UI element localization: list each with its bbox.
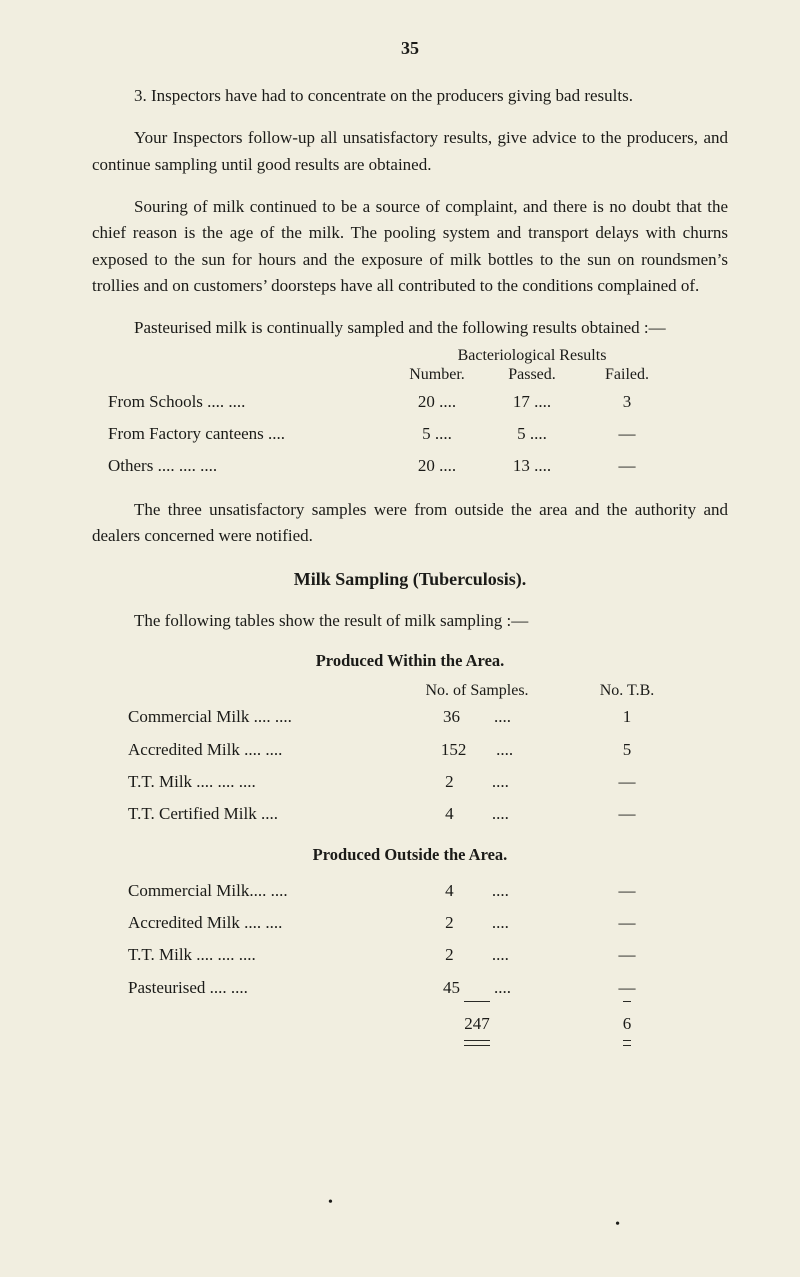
paragraph-3: Souring of milk continued to be a source… bbox=[92, 194, 728, 299]
totals-samples: 247 bbox=[392, 1004, 562, 1040]
page: 35 3. Inspectors have had to concentrate… bbox=[0, 0, 800, 1277]
tb-row-label: Accredited Milk .... .... bbox=[92, 907, 392, 939]
bact-row-failed: — bbox=[582, 450, 672, 482]
paragraph-1: 3. Inspectors have had to concentrate on… bbox=[92, 83, 728, 109]
bact-row-label: From Factory canteens .... bbox=[92, 418, 392, 450]
tb-row-tb: — bbox=[562, 875, 692, 907]
bact-row-number: 5 .... bbox=[392, 418, 482, 450]
paragraph-4: Pasteurised milk is continually sampled … bbox=[92, 315, 728, 341]
bacteriological-results-table: Bacteriological Results Number. Passed. … bbox=[92, 346, 728, 483]
tb-row-tb: — bbox=[562, 766, 692, 798]
paragraph-6: The following tables show the result of … bbox=[92, 608, 728, 634]
outside-area-table: Commercial Milk.... .... 4 .... — Accred… bbox=[92, 875, 728, 1040]
tb-row-samples: 2 .... bbox=[392, 939, 562, 971]
tb-row-samples: 152 .... bbox=[392, 734, 562, 766]
tb-row-tb: — bbox=[562, 939, 692, 971]
col-tb: No. T.B. bbox=[562, 681, 692, 702]
bact-row-label: From Schools .... .... bbox=[92, 386, 392, 418]
bact-row-passed: 5 .... bbox=[482, 418, 582, 450]
bullet-icon: • bbox=[328, 1195, 333, 1211]
tb-row-tb: — bbox=[562, 798, 692, 830]
tb-row-samples: 2 .... bbox=[392, 907, 562, 939]
tb-row-label: Commercial Milk .... .... bbox=[92, 701, 392, 733]
page-number: 35 bbox=[92, 38, 728, 59]
tb-row-samples: 36 .... bbox=[392, 701, 562, 733]
tb-row-samples: 4 .... bbox=[392, 875, 562, 907]
tb-row-label: T.T. Milk .... .... .... bbox=[92, 766, 392, 798]
paragraph-2: Your Inspectors follow-up all unsatisfac… bbox=[92, 125, 728, 178]
tb-row-samples: 2 .... bbox=[392, 766, 562, 798]
within-area-table: No. of Samples. No. T.B. Commercial Milk… bbox=[92, 681, 728, 831]
bact-row-number: 20 .... bbox=[392, 386, 482, 418]
col-number: Number. bbox=[392, 365, 482, 386]
outside-area-heading: Produced Outside the Area. bbox=[92, 845, 728, 865]
col-samples: No. of Samples. bbox=[392, 681, 562, 702]
tb-row-label: Accredited Milk .... .... bbox=[92, 734, 392, 766]
tb-row-tb: 5 bbox=[562, 734, 692, 766]
col-failed: Failed. bbox=[582, 365, 672, 386]
section-heading: Milk Sampling (Tuberculosis). bbox=[92, 569, 728, 590]
tb-row-label: Pasteurised .... .... bbox=[92, 972, 392, 1004]
bact-title: Bacteriological Results bbox=[392, 346, 672, 365]
tb-row-tb: — bbox=[562, 972, 692, 1004]
paragraph-5: The three unsatisfactory samples were fr… bbox=[92, 497, 728, 550]
bact-row-failed: — bbox=[582, 418, 672, 450]
tb-row-label: Commercial Milk.... .... bbox=[92, 875, 392, 907]
bact-row-passed: 13 .... bbox=[482, 450, 582, 482]
totals-tb: 6 bbox=[562, 1004, 692, 1040]
col-passed: Passed. bbox=[482, 365, 582, 386]
tb-row-label: T.T. Certified Milk .... bbox=[92, 798, 392, 830]
tb-row-tb: — bbox=[562, 907, 692, 939]
bact-row-number: 20 .... bbox=[392, 450, 482, 482]
tb-row-label: T.T. Milk .... .... .... bbox=[92, 939, 392, 971]
tb-row-samples: 4 .... bbox=[392, 798, 562, 830]
tb-row-samples: 45 .... bbox=[392, 972, 562, 1004]
tb-row-tb: 1 bbox=[562, 701, 692, 733]
bact-row-passed: 17 .... bbox=[482, 386, 582, 418]
bact-row-label: Others .... .... .... bbox=[92, 450, 392, 482]
within-area-heading: Produced Within the Area. bbox=[92, 651, 728, 671]
bullet-icon: • bbox=[615, 1217, 620, 1233]
bact-row-failed: 3 bbox=[582, 386, 672, 418]
